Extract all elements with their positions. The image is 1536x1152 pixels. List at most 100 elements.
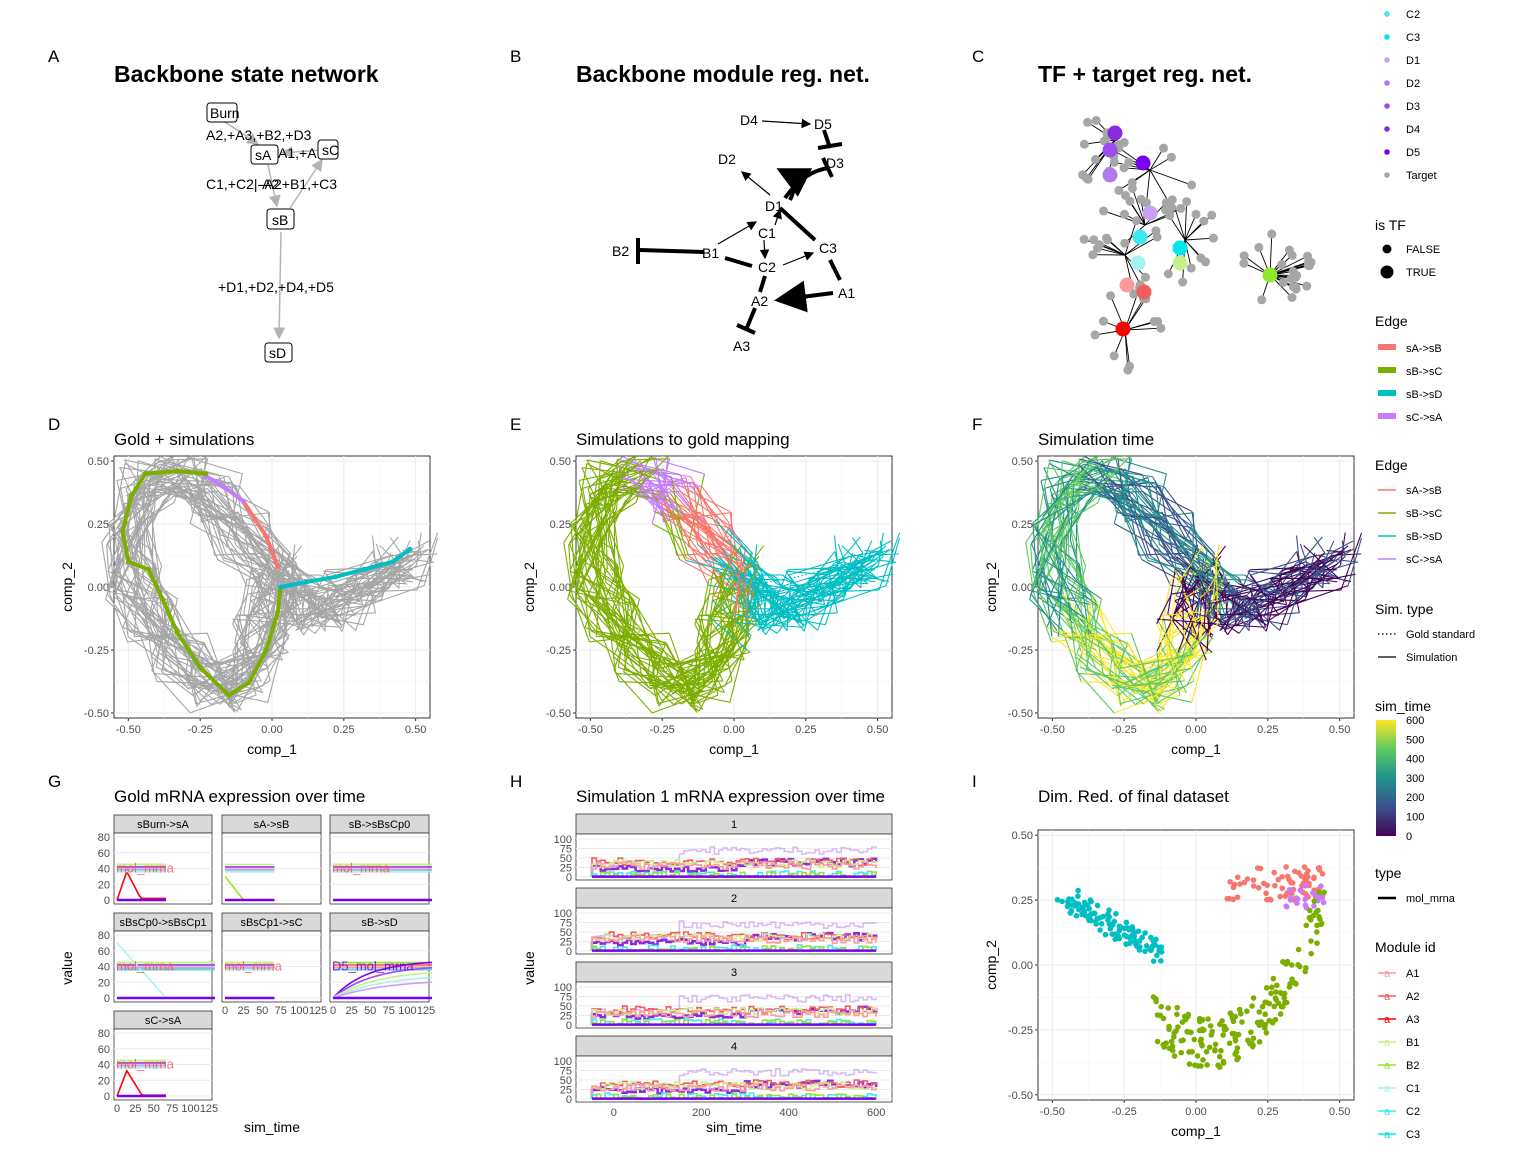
time-segment	[1120, 505, 1192, 543]
legend-key-glyph: a	[1384, 1060, 1391, 1072]
expression-step-line	[591, 933, 877, 951]
legend-item-label: C3	[1406, 1129, 1420, 1141]
panel-letter-g: G	[48, 772, 61, 791]
mapped-segment	[614, 653, 683, 705]
time-segment	[1082, 466, 1098, 476]
legend-tick-label: 500	[1406, 734, 1424, 746]
time-segment	[1056, 630, 1128, 646]
cell-point	[1302, 896, 1308, 903]
gold-point	[303, 579, 309, 585]
y-axis-title: comp_2	[59, 562, 75, 612]
cell-point	[1221, 1026, 1228, 1033]
gold-point	[120, 529, 126, 535]
x-axis-title: comp_1	[1171, 1123, 1221, 1139]
legend-key	[1384, 57, 1390, 63]
mapped-segment	[664, 509, 682, 520]
target-node	[1079, 234, 1089, 244]
mapped-segment	[570, 524, 576, 587]
mapped-segment	[722, 625, 733, 660]
mapped-segment	[698, 610, 750, 617]
expression-step-line	[591, 1083, 877, 1099]
mapped-segment	[787, 574, 818, 616]
y-tick-label: -0.50	[1008, 1090, 1033, 1102]
y-tick-label: 40	[98, 864, 110, 876]
time-segment	[1064, 533, 1068, 562]
time-segment	[1116, 655, 1179, 696]
mapped-segment	[799, 588, 832, 608]
target-node	[1286, 274, 1296, 284]
mapped-segment	[594, 630, 666, 646]
legend-gold-standard: Gold standard	[1406, 629, 1475, 641]
x-tick-label: 125	[417, 1005, 435, 1017]
expression-step-line	[591, 1009, 877, 1025]
mapped-segment	[670, 493, 686, 517]
cell-point	[1208, 1032, 1215, 1038]
target-node	[1088, 250, 1098, 260]
legend-key-glyph: a	[1384, 968, 1391, 980]
target-node	[1090, 330, 1100, 340]
mapped-segment	[677, 519, 709, 586]
mapped-segment	[791, 563, 846, 597]
target-node	[1182, 197, 1192, 207]
time-segment	[1182, 575, 1184, 631]
mapped-segment	[592, 563, 614, 641]
time-segment	[1139, 519, 1171, 586]
gold-point	[246, 680, 252, 686]
x-tick-label: 25	[129, 1103, 141, 1115]
target-node	[1099, 206, 1109, 216]
mapped-segment	[655, 644, 666, 669]
gold-point	[145, 566, 151, 572]
x-tick-label: 25	[237, 1005, 249, 1017]
cell-point	[1059, 898, 1065, 905]
mapped-segment	[805, 594, 808, 626]
module-node-c2: C2	[758, 259, 776, 275]
time-segment	[1113, 690, 1175, 714]
legend-key-glyph: a	[1384, 1014, 1391, 1026]
mapped-segment	[827, 536, 861, 576]
mapped-segment	[667, 680, 724, 686]
time-segment	[1030, 510, 1070, 595]
facet-plot	[575, 907, 893, 955]
panel-letter-b: B	[510, 47, 521, 66]
cell-point	[1171, 1053, 1178, 1059]
tf-node	[1136, 284, 1152, 300]
cell-point	[1198, 1017, 1205, 1024]
time-segment	[1129, 680, 1186, 686]
time-segment	[1058, 601, 1120, 663]
simulation-trajectory	[108, 454, 432, 686]
y-tick-label: 100	[554, 834, 572, 846]
time-segment	[1160, 690, 1166, 693]
target-node	[1166, 152, 1176, 162]
mapped-segment	[656, 662, 683, 665]
mapped-segment	[661, 515, 731, 560]
time-segment	[1099, 607, 1113, 654]
cell-point	[1319, 894, 1326, 901]
mapped-segment	[720, 599, 745, 661]
legend-item-label: D4	[1406, 124, 1420, 136]
mapped-segment	[628, 458, 670, 461]
cell-point	[1263, 985, 1270, 991]
mapped-segment	[762, 586, 767, 618]
cell-point	[1260, 880, 1267, 887]
mapped-segment	[741, 590, 779, 593]
panel-d-title: Gold + simulations	[114, 430, 254, 449]
cell-point	[1303, 922, 1310, 929]
tf-node	[1119, 277, 1135, 293]
mapped-segment	[728, 650, 746, 669]
panel-letters: A B C D E F G H I	[48, 47, 984, 791]
mapped-segment	[575, 586, 623, 619]
time-segment	[1141, 666, 1157, 705]
x-tick-label: 0.25	[1257, 1106, 1278, 1118]
time-segment	[1156, 623, 1186, 682]
legend-key	[1378, 390, 1396, 396]
module-node-a3: A3	[733, 338, 750, 354]
cell-point	[1308, 950, 1315, 957]
mapped-segment	[612, 595, 651, 641]
target-node	[1191, 209, 1201, 219]
time-segment	[1157, 618, 1196, 623]
cell-point	[1230, 896, 1236, 903]
time-segment	[1037, 596, 1075, 624]
time-segment	[1084, 463, 1134, 478]
mapped-segment	[621, 617, 627, 670]
target-node	[1287, 292, 1297, 302]
